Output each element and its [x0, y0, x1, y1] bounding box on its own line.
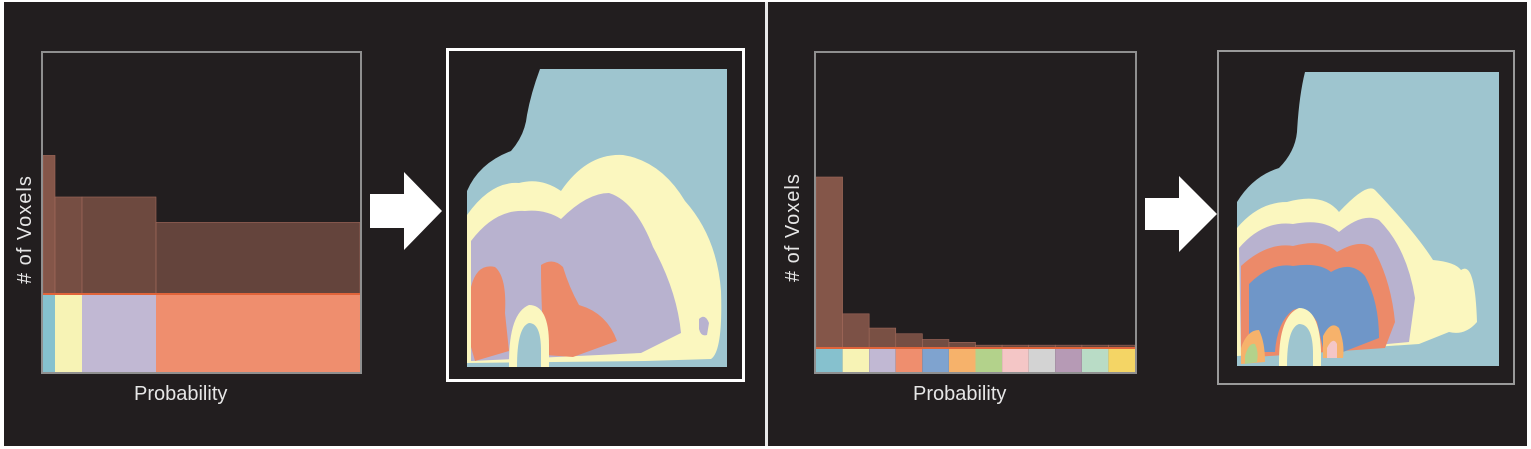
right-bin-color-swatch [922, 348, 949, 372]
right-histogram-bar [842, 313, 870, 349]
right-bin-color-swatch [895, 348, 923, 372]
right-histogram-plot [816, 176, 1135, 372]
right-bin-color-swatch [842, 348, 870, 372]
left-bin-color-swatch [43, 294, 55, 372]
right-bin-color-swatch [1055, 348, 1082, 372]
left-y-axis-label: # of Voxels [14, 175, 36, 284]
left-arrow-icon [370, 172, 442, 250]
left-x-axis-label: Probability [134, 383, 228, 405]
right-histogram-bar [816, 176, 843, 349]
right-x-axis-label: Probability [913, 383, 1007, 405]
right-histogram-bar [895, 333, 923, 349]
right-bin-color-swatch [975, 348, 1003, 372]
right-bin-color-swatch [816, 348, 843, 372]
left-bin-color-swatch [55, 294, 82, 372]
right-histogram-bar [922, 339, 950, 349]
left-map-image [449, 51, 742, 379]
right-histogram-bar [868, 327, 897, 349]
right-histogram [814, 51, 1137, 374]
left-histogram-bar [54, 196, 83, 295]
left-histogram-bar [81, 196, 157, 295]
right-bin-color-swatch [1028, 348, 1056, 372]
right-arrow-icon [1145, 176, 1217, 252]
left-histogram-bar [155, 222, 360, 295]
panel-divider [765, 2, 768, 446]
left-histogram-bar [43, 155, 56, 295]
right-bin-color-swatch [1002, 348, 1029, 372]
left-bin-color-swatch [82, 294, 156, 372]
right-bin-color-swatch [869, 348, 896, 372]
right-map-image [1219, 52, 1513, 383]
right-bin-color-swatch [1081, 348, 1109, 372]
left-histogram [41, 51, 362, 374]
left-segmentation-map [446, 48, 745, 382]
right-bin-color-swatch [948, 348, 976, 372]
right-y-axis-label: # of Voxels [782, 173, 804, 282]
right-bin-color-swatch [1108, 348, 1135, 372]
left-bin-color-swatch [156, 294, 360, 372]
left-histogram-plot [43, 155, 360, 372]
right-segmentation-map [1217, 50, 1515, 385]
